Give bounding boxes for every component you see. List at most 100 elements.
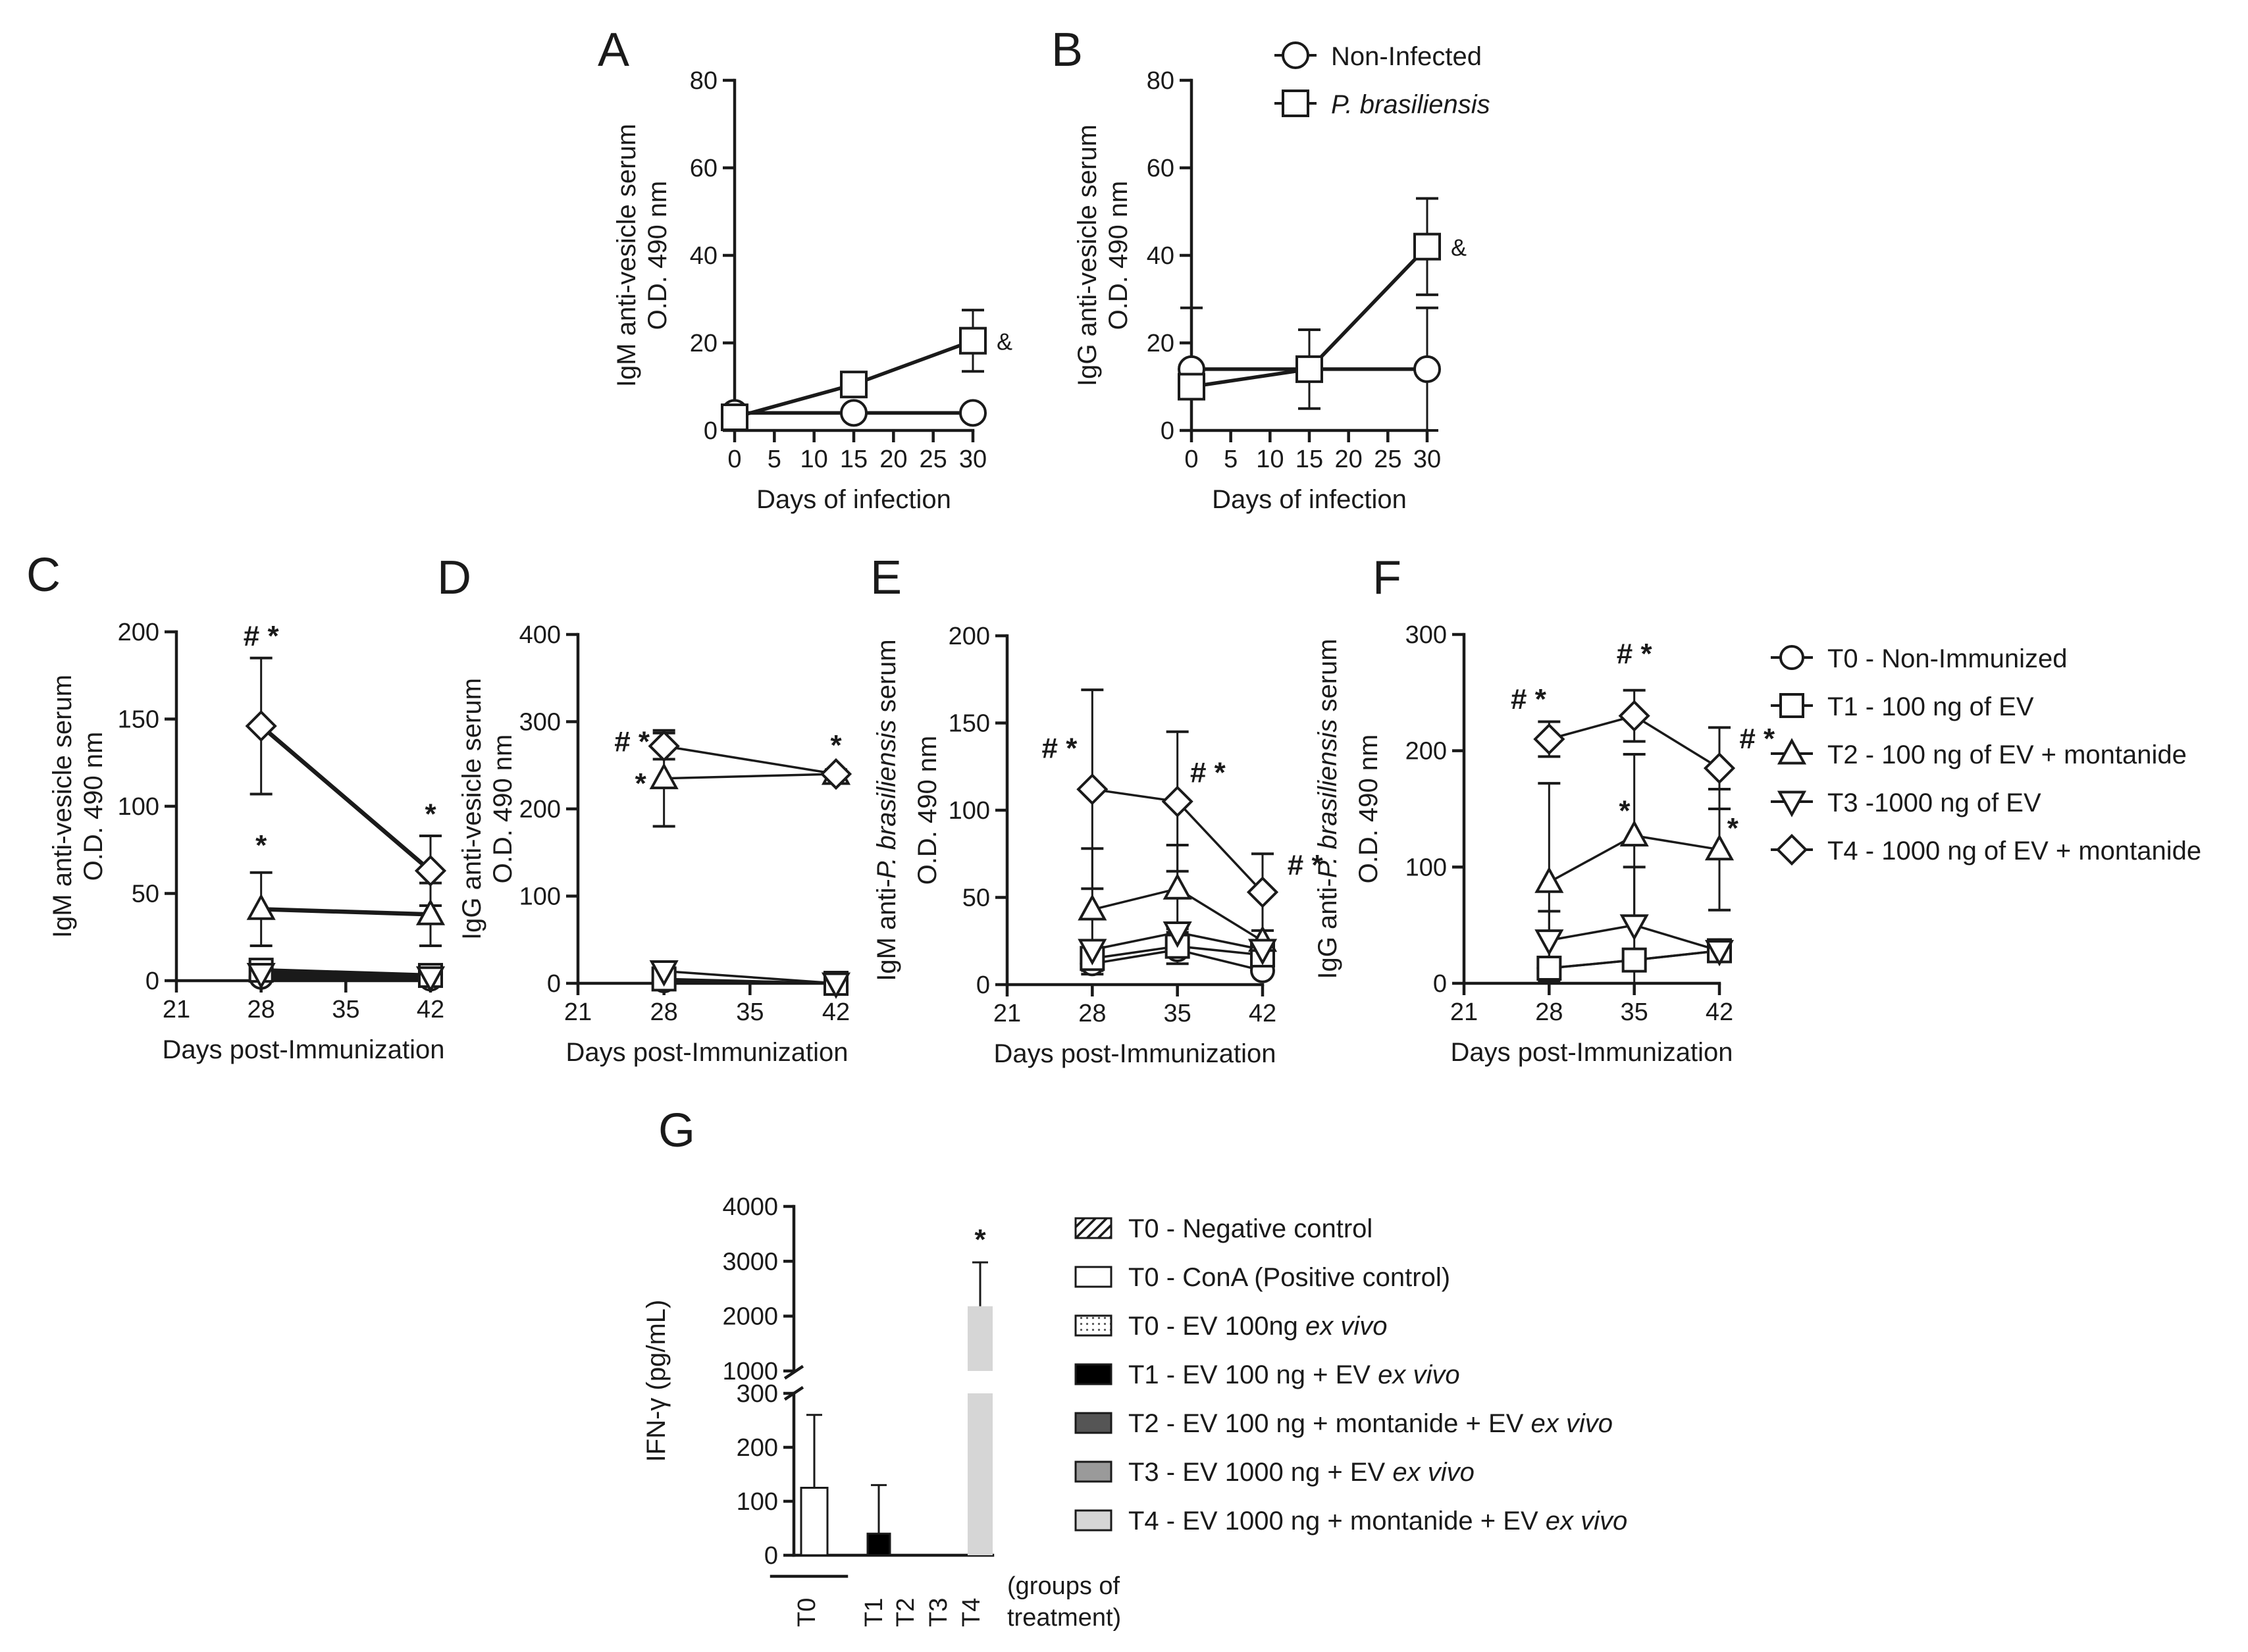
annotation-F: # * [1739, 723, 1775, 755]
xtick-label-F: 21 [1450, 998, 1478, 1026]
data-point-A-square-shape [840, 371, 868, 399]
xtick-label-B: 0 [1184, 446, 1198, 473]
panel-label-A: A [598, 24, 629, 76]
ytick-label-B: 20 [1147, 330, 1174, 357]
annotation-F: # * [1617, 638, 1653, 670]
ytick-label-G: 1000 [722, 1358, 778, 1385]
xtick-label-B: 15 [1295, 446, 1323, 473]
ytick-label-F: 200 [1405, 738, 1447, 765]
xtick-label-D: 35 [736, 998, 764, 1026]
legend-label: T1 - 100 ng of EV [1827, 692, 2034, 721]
xtick-label-F: 35 [1621, 998, 1648, 1026]
x-axis-title-D: Days post-Immunization [565, 1038, 848, 1067]
annotation-F: # * [1511, 683, 1547, 715]
y-axis-unit-B: O.D. 490 nm [1104, 181, 1133, 330]
data-point-F-diamond [1618, 700, 1650, 732]
data-point-E-triangle-down-shape [1078, 939, 1107, 966]
xtick-label-E: 35 [1164, 1000, 1191, 1027]
ytick-label-C: 200 [118, 619, 159, 646]
y-axis-title-D: IgG anti-vesicle serum [457, 678, 486, 940]
y-axis-unit-C: O.D. 490 nm [79, 732, 108, 881]
annotation-C: # * [244, 620, 280, 652]
data-point-F-diamond [1533, 723, 1565, 756]
ytick-label-F: 0 [1433, 970, 1447, 998]
data-point-F-triangle-down [1704, 940, 1735, 967]
data-point-F-square [1536, 956, 1562, 981]
data-point-E-triangle-down-shape [1163, 921, 1192, 948]
bar-3 [866, 1532, 891, 1557]
data-point-F-triangle-down [1619, 914, 1649, 941]
ytick-label-G: 3000 [722, 1248, 778, 1276]
group-label-T0: T0 [793, 1598, 821, 1627]
data-point-D-diamond [820, 758, 852, 790]
panel-label-E: E [870, 552, 902, 604]
legend-marker-circle [1282, 41, 1309, 69]
xtick-label-C: 35 [332, 996, 359, 1023]
legend-label: T3 - EV 1000 ng + EV ex vivo [1128, 1458, 1475, 1487]
data-point-E-diamond-shape [1161, 785, 1193, 817]
data-point-F-triangle-down-shape [1704, 940, 1735, 967]
legend-marker-diamond [1775, 833, 1808, 866]
data-point-B-square-shape [1413, 232, 1441, 261]
panel-label-F: F [1372, 552, 1401, 604]
data-point-C-triangle-down-shape [415, 966, 446, 993]
legend-middle: T0 - Non-Immunized T1 - 100 ng of EV T2 - … [1771, 644, 2201, 866]
ytick-label-C: 100 [118, 793, 159, 821]
data-point-C-triangle-down [246, 962, 276, 990]
data-point-E-triangle-up-shape [1078, 894, 1107, 921]
data-point-C-diamond-shape [245, 710, 277, 742]
bar-6-upper [968, 1306, 993, 1371]
ytick-label-E: 50 [962, 885, 990, 912]
x-axis-title-E: Days post-Immunization [993, 1039, 1276, 1068]
panel-label-D: D [437, 552, 471, 604]
series-line-D-1 [664, 977, 837, 985]
ytick-label-B: 0 [1161, 417, 1174, 445]
data-point-B-circle [1413, 355, 1441, 383]
data-point-F-diamond-shape [1618, 700, 1650, 732]
group-caption-line1: (groups of [1007, 1572, 1120, 1600]
legend-marker-square [1779, 693, 1804, 718]
ytick-label-D: 300 [519, 709, 561, 736]
legend-label: T2 - 100 ng of EV + montanide [1827, 740, 2187, 769]
data-point-D-diamond-shape [820, 758, 852, 790]
annotation-E: # * [1190, 757, 1226, 789]
ytick-label-G: 2000 [722, 1303, 778, 1331]
series-line-D-2 [664, 773, 837, 780]
ytick-label-E: 0 [976, 971, 990, 999]
ytick-label-C: 150 [118, 706, 159, 734]
legend-swatch-hatched [1074, 1217, 1112, 1239]
xtick-label-B: 20 [1335, 446, 1363, 473]
data-point-A-circle-shape [959, 399, 987, 427]
xtick-label-A: 5 [768, 446, 781, 473]
data-point-B-square [1178, 373, 1205, 401]
legend-marker-triangle-down-shape [1777, 790, 1807, 817]
ytick-label-B: 60 [1147, 155, 1174, 182]
legend-bottom: T0 - Negative control T0 - ConA (Positive… [1074, 1214, 1627, 1536]
data-point-B-square-shape [1178, 373, 1205, 401]
axes-C [174, 630, 432, 983]
xtick-label-C: 21 [163, 996, 190, 1023]
ytick-label-C: 0 [145, 968, 159, 995]
annotation-D: # * [614, 726, 650, 758]
legend-label: T0 - ConA (Positive control) [1128, 1263, 1450, 1292]
data-point-A-square-shape [721, 403, 748, 432]
ytick-label-A: 20 [690, 330, 718, 357]
legend-marker-square [1282, 90, 1309, 117]
xtick-label-C: 42 [417, 996, 444, 1023]
data-point-F-triangle-up-shape [1534, 866, 1564, 893]
legend-marker-triangle-up [1777, 738, 1807, 765]
xtick-label-E: 28 [1078, 1000, 1106, 1027]
annotation-E: # * [1042, 733, 1078, 765]
legend-label: T2 - EV 100 ng + montanide + EV ex vivo [1128, 1409, 1613, 1438]
panel-E: E 0 50 100 150 200 21 28 35 42 Days post-Immunizat… [870, 552, 1323, 1068]
ytick-label-B: 40 [1147, 242, 1174, 270]
data-point-A-circle [840, 399, 868, 427]
ytick-label-A: 0 [704, 417, 718, 445]
annotation-C: * [255, 829, 267, 862]
legend-swatch-solid [1074, 1363, 1112, 1385]
y-axis-unit-D: O.D. 490 nm [488, 735, 517, 884]
legend-label: T4 - 1000 ng of EV + montanide [1827, 837, 2201, 865]
data-point-E-triangle-down [1247, 939, 1278, 966]
ytick-label-D: 400 [519, 621, 561, 649]
